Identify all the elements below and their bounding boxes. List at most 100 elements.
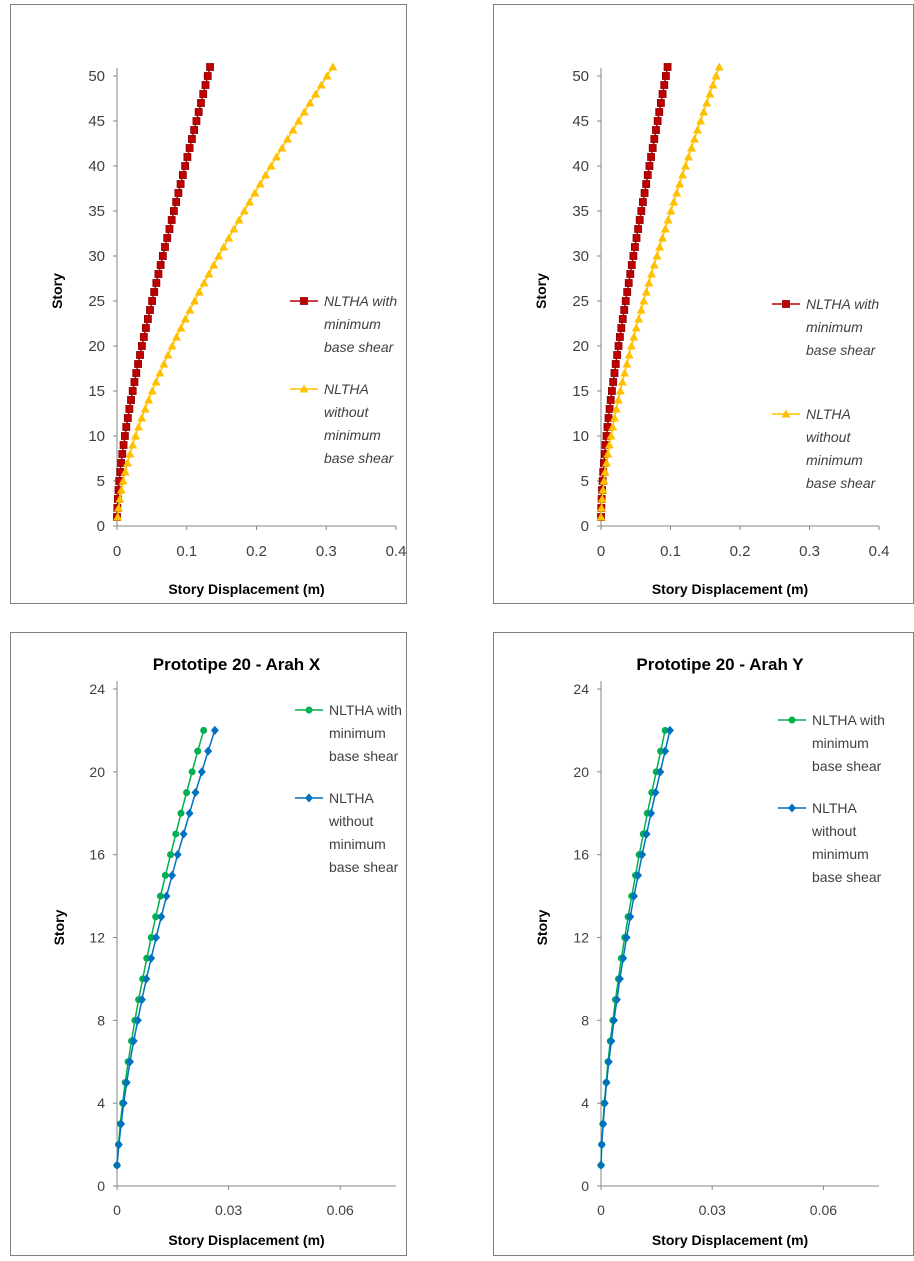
data-point (146, 306, 154, 314)
data-point (598, 485, 608, 494)
data-point (115, 494, 125, 503)
y-tick-label: 30 (572, 248, 589, 265)
data-point (147, 386, 157, 395)
data-point (636, 305, 646, 314)
data-point (675, 179, 685, 188)
data-point (640, 189, 649, 197)
data-point (658, 90, 667, 98)
legend-entry-2: NLTHA without minimum base shear (295, 790, 399, 875)
data-point (167, 341, 177, 350)
data-point (155, 368, 165, 377)
x-tick-label: 0.2 (730, 543, 751, 560)
data-point (639, 296, 649, 305)
data-point (139, 333, 148, 341)
data-point (649, 260, 659, 269)
x-axis-label: Story Displacement (m) (652, 1232, 808, 1248)
data-point (113, 1160, 121, 1170)
legend-label: NLTHA with minimum base shear (806, 296, 879, 358)
data-point (613, 395, 623, 404)
data-point (604, 1057, 613, 1067)
x-tick-label: 0.2 (246, 543, 267, 560)
x-tick-label: 0.4 (869, 543, 890, 560)
y-tick-label: 20 (88, 338, 105, 355)
data-point (610, 413, 620, 422)
data-point (152, 913, 160, 921)
data-point (620, 306, 629, 314)
data-point (162, 891, 171, 901)
data-point (634, 314, 644, 323)
data-point (608, 422, 618, 431)
y-tick-label: 40 (88, 158, 105, 175)
data-point (183, 789, 191, 797)
y-tick-label: 12 (573, 930, 589, 946)
data-point (652, 251, 662, 260)
data-point (118, 450, 127, 458)
data-point (173, 850, 182, 860)
series-line (116, 730, 216, 1166)
data-point (229, 224, 239, 233)
legend-entry-1: NLTHA with minimum base shear (772, 296, 879, 358)
legend-marker (305, 793, 313, 803)
chart-panel-top-right: 0 5 10 15 20 25 30 35 40 45 50 0 0.1 0.2 0.3 0.4 Story D… (493, 4, 914, 604)
data-point (144, 395, 154, 404)
data-point (626, 912, 635, 922)
data-point (191, 788, 200, 798)
y-tick-label: 20 (572, 338, 589, 355)
data-point (635, 216, 644, 224)
data-point (624, 279, 633, 287)
data-point (123, 458, 133, 467)
data-point (180, 314, 190, 323)
data-point (185, 808, 194, 818)
chart-title: Prototipe 20 - Arah X (153, 655, 321, 674)
data-point (266, 161, 276, 170)
data-point (629, 332, 639, 341)
y-tick-label: 5 (581, 473, 589, 490)
data-point (632, 234, 641, 242)
data-point (119, 1098, 128, 1108)
data-point (188, 768, 196, 776)
data-point (271, 152, 281, 161)
data-point (137, 413, 147, 422)
data-point (245, 197, 255, 206)
legend-label: NLTHA without minimum base shear (324, 381, 395, 466)
data-point (168, 870, 177, 880)
legend-entry-2: NLTHA without minimum base shear (290, 381, 395, 466)
data-point (641, 287, 651, 296)
data-point (147, 953, 156, 963)
data-point (204, 269, 214, 278)
data-point (597, 1140, 606, 1150)
data-point (631, 323, 641, 332)
data-point (634, 870, 643, 880)
legend-marker (300, 297, 308, 305)
data-point (609, 378, 618, 386)
x-tick-label: 0 (597, 543, 605, 560)
data-point (188, 135, 196, 143)
data-point (190, 126, 199, 134)
legend-marker (299, 384, 309, 393)
chart-svg: 0 5 10 15 20 25 30 35 40 45 50 0 0.1 0.2 0.3 0.4 Story D… (493, 4, 914, 604)
data-point (172, 830, 180, 838)
y-tick-label: 50 (88, 68, 105, 85)
data-point (185, 144, 194, 152)
data-point (143, 954, 151, 962)
data-point (686, 143, 696, 152)
legend-marker (781, 409, 791, 418)
data-point (138, 342, 146, 350)
data-point (116, 485, 126, 494)
data-point (597, 1160, 605, 1170)
data-point (133, 1015, 142, 1025)
series-2 (596, 62, 724, 521)
data-point (648, 144, 657, 152)
data-point (152, 933, 161, 942)
data-point (642, 180, 651, 188)
x-tick-label: 0.06 (810, 1202, 837, 1218)
chart-svg: 0 4 8 12 16 20 24 0 0.03 0.06 Prototipe 20 - Arah … (493, 632, 914, 1256)
data-point (234, 215, 244, 224)
data-point (137, 995, 146, 1005)
data-point (288, 125, 298, 134)
y-tick-label: 0 (97, 518, 105, 535)
data-point (617, 377, 627, 386)
x-tick-label: 0.03 (699, 1202, 726, 1218)
data-point (657, 99, 665, 107)
data-point (199, 90, 208, 98)
